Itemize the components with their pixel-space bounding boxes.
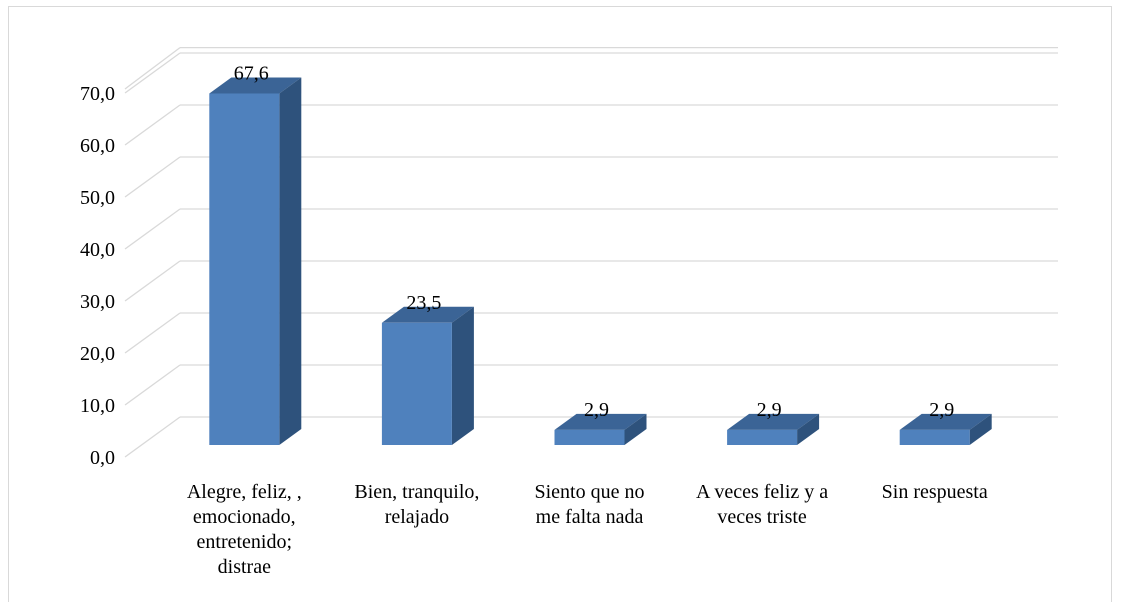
- bar: [554, 429, 625, 445]
- bar-side-face: [451, 306, 474, 445]
- x-category-label-line: A veces feliz y a: [696, 481, 828, 503]
- y-tick-label: 30,0: [80, 291, 115, 313]
- x-category-label-line: Sin respuesta: [882, 481, 988, 503]
- x-category-label-line: Bien, tranquilo,: [354, 481, 479, 503]
- y-tick-label: 20,0: [80, 343, 115, 365]
- data-label: 67,6: [234, 62, 269, 84]
- bar-top-face: [899, 413, 992, 430]
- x-category-label-line: distrae: [218, 556, 271, 578]
- x-category-label: Siento que no me falta nada: [535, 481, 645, 528]
- x-category-label-line: Siento que no: [535, 481, 645, 503]
- bar: [727, 429, 798, 445]
- bar: [899, 429, 970, 445]
- x-category-label: Bien, tranquilo, relajado: [354, 481, 479, 528]
- bar-top-face: [209, 77, 302, 94]
- gridline-diagonal: [124, 416, 181, 458]
- bar: [381, 322, 452, 445]
- y-tick-label: 40,0: [80, 239, 115, 261]
- bar-top-face: [727, 413, 820, 430]
- gridline-diagonal: [124, 156, 181, 198]
- y-tick-label: 0,0: [90, 447, 115, 469]
- chart-frame: [8, 6, 1112, 602]
- x-category-label-line: emocionado,: [193, 506, 296, 528]
- gridline-diagonal: [124, 312, 181, 354]
- x-category-label-line: entretenido;: [197, 531, 293, 553]
- gridline-diagonal: [124, 52, 181, 94]
- x-category-label: Sin respuesta: [882, 481, 988, 503]
- bar: [209, 93, 280, 445]
- x-category-label-line: Alegre, feliz, ,: [187, 481, 302, 503]
- gridline-diagonal: [124, 47, 181, 90]
- gridline-diagonal: [124, 364, 181, 406]
- y-tick-label: 60,0: [80, 135, 115, 157]
- bar-side-face: [279, 77, 302, 445]
- y-tick-label: 50,0: [80, 187, 115, 209]
- y-tick-label: 70,0: [80, 83, 115, 105]
- gridline-diagonal: [124, 104, 181, 146]
- data-label: 2,9: [929, 399, 954, 421]
- data-label: 2,9: [584, 399, 609, 421]
- bar-side-face: [969, 413, 992, 445]
- x-category-label-line: me falta nada: [536, 506, 644, 528]
- y-tick-label: 10,0: [80, 395, 115, 417]
- gridline-diagonal: [124, 208, 181, 250]
- x-category-label-line: veces triste: [717, 506, 807, 528]
- bar-side-face: [624, 413, 647, 445]
- data-label: 2,9: [757, 399, 782, 421]
- x-category-label: A veces feliz y a veces triste: [696, 481, 828, 528]
- x-category-label-line: relajado: [385, 506, 449, 528]
- gridline-diagonal: [124, 260, 181, 302]
- bar-top-face: [381, 306, 474, 323]
- data-label: 23,5: [406, 292, 441, 314]
- bar-side-face: [797, 413, 820, 445]
- bar-top-face: [554, 413, 647, 430]
- x-category-label: Alegre, feliz, , emocionado, entretenido; d…: [187, 481, 302, 578]
